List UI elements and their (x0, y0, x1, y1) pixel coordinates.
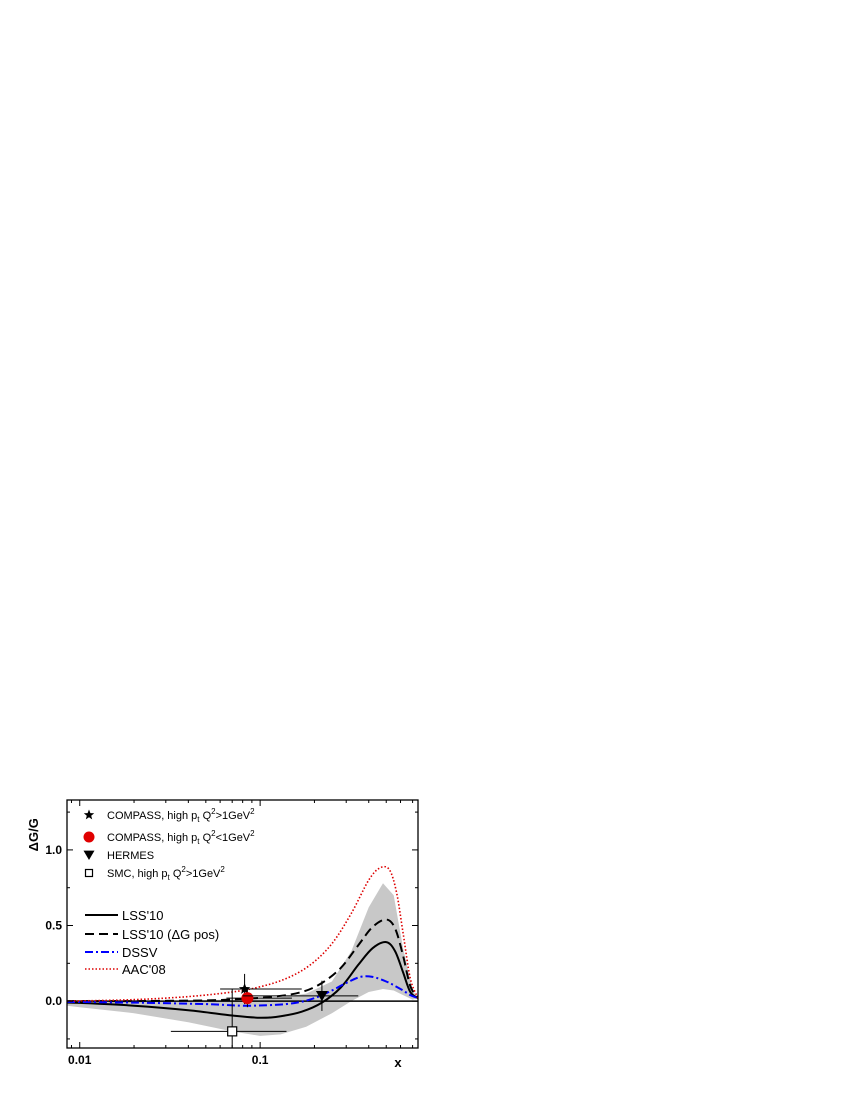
legend-item-line-3: DSSV (85, 945, 158, 960)
legend-label: LSS'10 (ΔG pos) (122, 927, 219, 942)
legend-marker (83, 809, 95, 820)
legend-item-line-1: LSS'10 (85, 908, 164, 923)
point-marker (227, 1026, 238, 1037)
legend-item-point-3: HERMES (83, 850, 154, 862)
series-line-4 (67, 865, 418, 1002)
point-marker (238, 983, 251, 994)
y-tick-label: 0.0 (45, 994, 62, 1008)
legend-item-point-4: SMC, high pt Q2>1GeV2 (84, 865, 225, 882)
y-axis-label: ΔG/G (26, 818, 41, 851)
legend-label: SMC, high pt Q2>1GeV2 (107, 865, 225, 882)
x-axis-label: x (394, 1055, 402, 1070)
data-point-2 (226, 989, 292, 1008)
data-point-3 (242, 980, 359, 1011)
legend-item-line-2: LSS'10 (ΔG pos) (85, 927, 219, 942)
y-tick-label: 0.5 (45, 919, 62, 933)
legend-item-line-4: AAC'08 (85, 962, 166, 977)
legend-label: DSSV (122, 945, 158, 960)
legend: COMPASS, high pt Q2>1GeV2 COMPASS, high p… (83, 807, 255, 977)
data-point-4 (170, 989, 287, 1048)
legend-label: COMPASS, high pt Q2<1GeV2 (107, 829, 255, 846)
x-tick-label: 0.1 (252, 1053, 269, 1067)
plot-area (67, 865, 418, 1048)
legend-label: AAC'08 (122, 962, 166, 977)
x-tick-label: 0.01 (68, 1053, 92, 1067)
point-marker (241, 992, 254, 1005)
axes: 0.01 0.1 0.0 0.5 1.0 (45, 800, 418, 1067)
legend-label: LSS'10 (122, 908, 164, 923)
y-tick-label: 1.0 (45, 843, 62, 857)
legend-marker (84, 868, 94, 878)
legend-item-point-1: COMPASS, high pt Q2>1GeV2 (83, 807, 255, 824)
series-line-2 (67, 918, 418, 1003)
uncertainty-band (67, 883, 418, 1036)
legend-marker (83, 850, 95, 860)
legend-label: COMPASS, high pt Q2>1GeV2 (107, 807, 255, 824)
legend-item-point-2: COMPASS, high pt Q2<1GeV2 (83, 829, 255, 846)
point-marker (315, 991, 328, 1002)
legend-marker (83, 831, 95, 843)
series-line-3 (67, 975, 418, 1007)
legend-label: HERMES (107, 850, 154, 862)
